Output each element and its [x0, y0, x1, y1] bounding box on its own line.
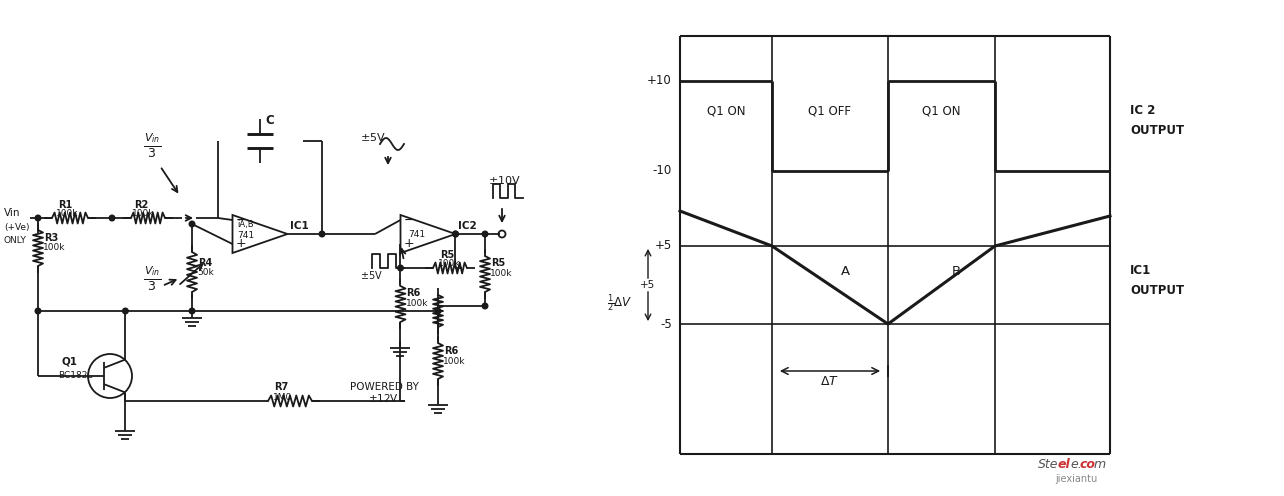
Text: co: co [1080, 458, 1097, 471]
Text: R2: R2 [134, 200, 148, 210]
Circle shape [435, 308, 440, 314]
Text: 100k: 100k [406, 299, 428, 308]
Text: R6: R6 [444, 346, 458, 356]
Text: +5: +5 [641, 280, 656, 290]
Text: Q1 OFF: Q1 OFF [809, 105, 851, 118]
Text: +10: +10 [647, 74, 672, 87]
Text: IC 2: IC 2 [1130, 105, 1156, 118]
Circle shape [320, 231, 325, 237]
Text: Q1 ON: Q1 ON [922, 105, 960, 118]
Text: -10: -10 [652, 165, 672, 178]
Text: R1: R1 [58, 200, 72, 210]
Text: R5: R5 [440, 250, 455, 260]
Text: 100k: 100k [443, 357, 466, 366]
Text: IC2: IC2 [458, 221, 476, 231]
Text: Vin: Vin [4, 208, 21, 218]
Circle shape [35, 308, 41, 314]
Text: jiexiantu: jiexiantu [1055, 474, 1098, 484]
Text: BC182L: BC182L [58, 371, 92, 380]
Text: 741: 741 [238, 231, 254, 240]
Circle shape [122, 308, 128, 314]
Circle shape [189, 308, 195, 314]
Text: +: + [404, 238, 415, 250]
Text: -5: -5 [660, 317, 672, 330]
Text: 100k: 100k [42, 243, 65, 252]
Text: R3: R3 [44, 233, 58, 243]
Text: 100k: 100k [438, 259, 461, 268]
Circle shape [109, 215, 114, 221]
Text: e.: e. [1070, 458, 1081, 471]
Text: 1M0: 1M0 [273, 393, 293, 402]
Text: $\pm$5V: $\pm$5V [360, 131, 386, 143]
Text: 741: 741 [408, 230, 425, 239]
Text: IC1: IC1 [290, 221, 308, 231]
Circle shape [483, 303, 488, 309]
Text: Ste: Ste [1037, 458, 1058, 471]
Text: iA,B: iA,B [238, 220, 254, 229]
Text: +5: +5 [655, 240, 672, 252]
Text: (+Ve): (+Ve) [4, 223, 30, 232]
Text: $V_{in}$: $V_{in}$ [144, 264, 160, 278]
Circle shape [189, 221, 195, 227]
Text: $\Delta T$: $\Delta T$ [820, 375, 840, 388]
Text: $\pm$10V: $\pm$10V [488, 174, 521, 186]
Text: 100k: 100k [490, 269, 512, 278]
Circle shape [453, 231, 458, 237]
Circle shape [453, 231, 458, 237]
Text: R7: R7 [273, 382, 288, 392]
Text: B: B [951, 265, 960, 278]
Text: A: A [841, 265, 850, 278]
Circle shape [483, 231, 488, 237]
Text: R4: R4 [198, 258, 212, 268]
Text: $\pm$12V: $\pm$12V [369, 392, 399, 404]
Text: OUTPUT: OUTPUT [1130, 284, 1184, 297]
Text: $\frac{1}{2}\Delta V$: $\frac{1}{2}\Delta V$ [607, 292, 633, 314]
Text: $\overline{\ 3\ }$: $\overline{\ 3\ }$ [143, 279, 160, 294]
Text: $\overline{\ 3\ }$: $\overline{\ 3\ }$ [143, 145, 160, 161]
Text: C: C [265, 114, 273, 127]
Text: OUTPUT: OUTPUT [1130, 124, 1184, 137]
Text: $V_{in}$: $V_{in}$ [144, 131, 160, 145]
Circle shape [35, 215, 41, 221]
Circle shape [398, 265, 403, 271]
Text: el: el [1058, 458, 1071, 471]
Text: ONLY: ONLY [4, 236, 27, 245]
Text: 100k: 100k [56, 209, 78, 218]
Text: 50k: 50k [196, 268, 213, 277]
Text: Q1 ON: Q1 ON [706, 105, 745, 118]
Text: +: + [236, 238, 247, 250]
Text: Q1: Q1 [62, 356, 78, 366]
Text: R6: R6 [407, 288, 421, 298]
Text: $\pm$5V: $\pm$5V [360, 269, 383, 281]
Text: m: m [1094, 458, 1106, 471]
Text: POWERED BY: POWERED BY [351, 382, 419, 392]
Text: 100k: 100k [132, 209, 154, 218]
Text: IC1: IC1 [1130, 263, 1152, 276]
Text: −: − [236, 213, 247, 227]
Text: −: − [404, 213, 415, 227]
Text: R5: R5 [490, 258, 505, 268]
